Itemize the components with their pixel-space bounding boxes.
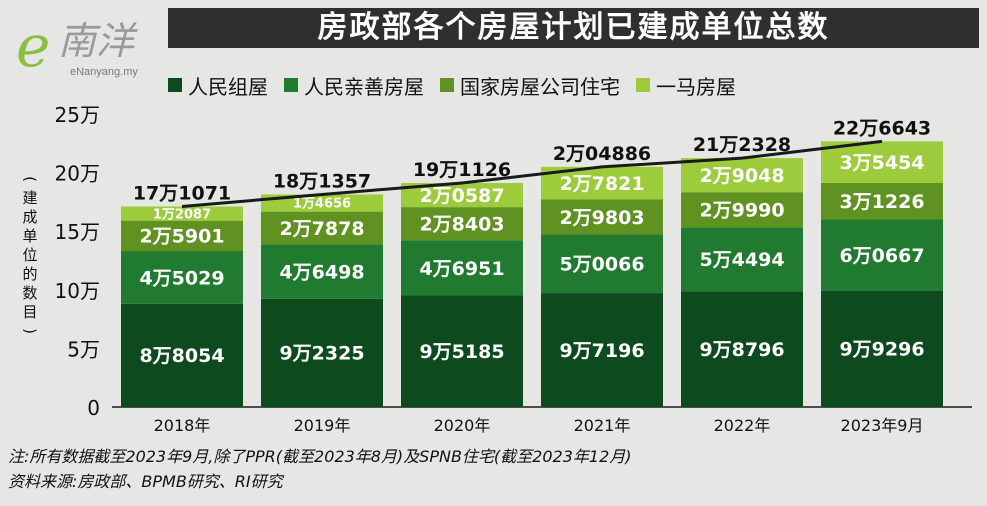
data-label: 2万7821 xyxy=(559,173,644,195)
title-bar: 房政部各个房屋计划已建成单位总数 xyxy=(168,8,979,48)
legend-item: 人民亲善房屋 xyxy=(284,71,424,100)
bar-segment xyxy=(121,303,243,407)
total-label: 21万2328 xyxy=(693,134,791,156)
legend-item: 一马房屋 xyxy=(636,71,736,100)
bar-segment xyxy=(821,290,943,407)
total-label: 2万04886 xyxy=(553,143,651,165)
bar-segment xyxy=(681,227,803,292)
data-label: 6万0667 xyxy=(839,245,924,267)
legend-label: 国家房屋公司住宅 xyxy=(460,74,620,99)
data-label: 2万9803 xyxy=(559,207,644,229)
bar-segment xyxy=(121,220,243,252)
data-label: 9万8796 xyxy=(699,339,784,361)
bar-segment xyxy=(541,293,663,407)
y-tick-label: 0 xyxy=(87,396,100,420)
bar-segment xyxy=(261,244,383,299)
legend-item: 人民组屋 xyxy=(168,71,268,100)
bar-segment xyxy=(821,141,943,183)
y-axis-label-char: 目 xyxy=(22,303,37,321)
y-axis-label-char: 的 xyxy=(22,265,37,283)
data-label: 9万9296 xyxy=(839,339,924,361)
legend-label: 人民亲善房屋 xyxy=(304,74,424,99)
y-axis-label-char: 位 xyxy=(22,246,37,264)
svg-text:e: e xyxy=(16,12,50,80)
chart-title: 房政部各个房屋计划已建成单位总数 xyxy=(317,10,830,45)
enanyang-logo: e 南洋 xyxy=(16,12,138,80)
data-label: 5万0066 xyxy=(559,254,644,276)
data-label: 5万4494 xyxy=(699,249,784,271)
x-tick-label: 2018年 xyxy=(154,416,211,435)
bar-segment xyxy=(401,295,523,407)
bar-segment xyxy=(681,291,803,407)
svg-text:南洋: 南洋 xyxy=(58,19,138,63)
bar-segment xyxy=(261,298,383,407)
x-tick-label: 2021年 xyxy=(574,416,631,435)
bar-segment xyxy=(541,234,663,294)
bar-segment xyxy=(681,158,803,193)
y-axis-label-char: 建 xyxy=(22,189,37,207)
bar-segment xyxy=(681,192,803,228)
data-label: 4万6951 xyxy=(419,258,504,280)
total-label: 17万1071 xyxy=(133,183,231,205)
legend-swatch xyxy=(440,78,454,92)
x-tick-label: 2022年 xyxy=(714,416,771,435)
data-label: 2万7878 xyxy=(279,218,364,240)
notes: 注:所有数据截至2023年9月,除了PPR(截至2023年8月)及SPNB住宅(… xyxy=(8,444,632,494)
y-tick-label: 5万 xyxy=(67,337,100,361)
data-label: 8万8054 xyxy=(139,345,224,367)
data-label: 4万6498 xyxy=(279,261,364,283)
y-axis-label-char: ) xyxy=(21,328,39,334)
legend-swatch xyxy=(636,78,650,92)
total-label: 19万1126 xyxy=(413,159,511,181)
y-axis-label-char: ( xyxy=(21,176,39,182)
footnote: 注:所有数据截至2023年9月,除了PPR(截至2023年8月)及SPNB住宅(… xyxy=(8,447,632,466)
total-label: 22万6643 xyxy=(833,117,931,139)
bar-segment xyxy=(821,182,943,220)
y-tick-label: 20万 xyxy=(55,162,100,186)
legend: 人民组屋 人民亲善房屋 国家房屋公司住宅 一马房屋 xyxy=(168,71,752,100)
data-label: 9万5185 xyxy=(419,341,504,363)
y-axis-label-char: 数 xyxy=(22,284,37,302)
legend-swatch xyxy=(168,78,182,92)
source-note: 资料来源:房政部、BPMB研究、RI研究 xyxy=(8,472,283,491)
x-tick-label: 2019年 xyxy=(294,416,351,435)
legend-label: 人民组屋 xyxy=(188,74,268,99)
data-label: 3万5454 xyxy=(839,152,924,174)
bar-segment xyxy=(401,207,523,241)
y-tick-label: 25万 xyxy=(55,103,100,127)
logo-subtitle: eNanyang.my xyxy=(70,66,138,78)
data-label: 4万5029 xyxy=(139,267,224,289)
legend-label: 一马房屋 xyxy=(656,74,736,99)
y-axis-label-char: 成 xyxy=(22,208,37,226)
legend-item: 国家房屋公司住宅 xyxy=(440,71,620,100)
total-label: 18万1357 xyxy=(273,170,371,192)
x-tick-label: 2023年9月 xyxy=(841,416,924,435)
data-label: 1万2087 xyxy=(153,207,211,222)
data-label: 9万7196 xyxy=(559,340,644,362)
data-label: 2万9990 xyxy=(699,200,784,222)
bar-segment xyxy=(121,251,243,304)
data-label: 3万1226 xyxy=(839,191,924,213)
bar-segment xyxy=(821,219,943,291)
x-tick-label: 2020年 xyxy=(434,416,491,435)
data-label: 2万9048 xyxy=(699,165,784,187)
y-tick-label: 15万 xyxy=(55,220,100,244)
data-label: 1万4656 xyxy=(293,197,351,212)
legend-swatch xyxy=(284,78,298,92)
data-label: 2万0587 xyxy=(419,185,504,207)
y-axis-label-char: 单 xyxy=(22,227,37,245)
total-trend-line xyxy=(181,139,883,208)
bar-segment xyxy=(541,199,663,235)
data-label: 9万2325 xyxy=(279,343,364,365)
bar-segment xyxy=(401,240,523,296)
data-label: 2万5901 xyxy=(139,226,224,248)
bar-segment xyxy=(261,194,383,212)
y-tick-label: 10万 xyxy=(55,279,100,303)
bar-segment xyxy=(121,206,243,221)
bar-segment xyxy=(261,211,383,245)
data-label: 2万8403 xyxy=(419,214,504,236)
